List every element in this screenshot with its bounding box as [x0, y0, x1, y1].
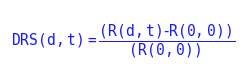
Text: $\mathtt{DRS(d,t)=\dfrac{(R(d,t)\text{-}R(0,0))}{(R(0,0))}}$: $\mathtt{DRS(d,t)=\dfrac{(R(d,t)\text{-}…	[11, 23, 236, 60]
